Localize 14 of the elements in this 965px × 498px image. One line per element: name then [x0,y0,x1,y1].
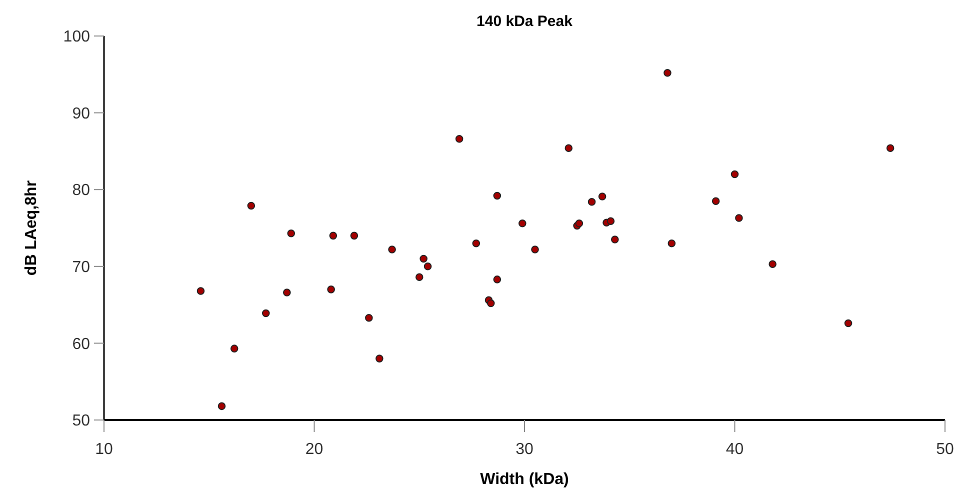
y-tick-label: 80 [72,182,90,200]
x-tick-label: 40 [726,441,744,458]
x-axis-title: Width (kDa) [480,471,569,488]
y-tick-label: 70 [72,259,90,276]
y-tick-label: 60 [72,336,90,353]
x-tick-label: 20 [305,441,324,458]
y-tick-label: 100 [63,28,90,46]
y-tick-label: 90 [72,105,90,122]
x-tick-label: 50 [936,441,954,458]
chart-title: 140 kDa Peak [476,13,574,30]
y-axis-title: dB LAeq,8hr [23,180,40,276]
x-tick-label: 10 [95,441,113,458]
x-tick-label: 30 [516,441,534,458]
y-tick-label: 50 [72,412,90,430]
